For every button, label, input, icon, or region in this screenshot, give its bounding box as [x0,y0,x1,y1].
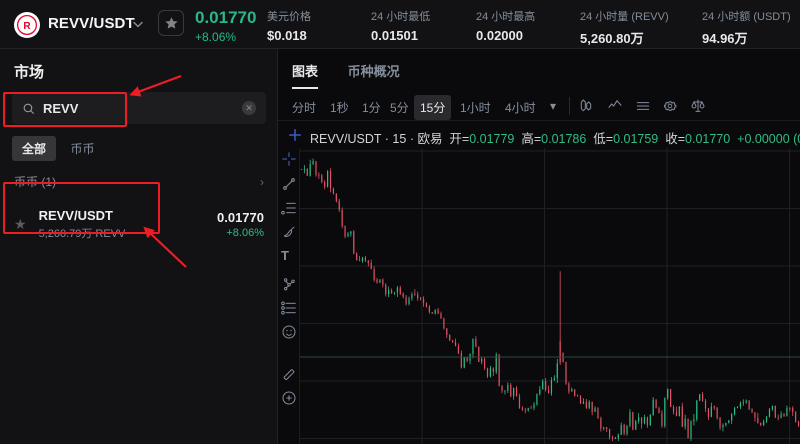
svg-text:R: R [23,21,31,32]
